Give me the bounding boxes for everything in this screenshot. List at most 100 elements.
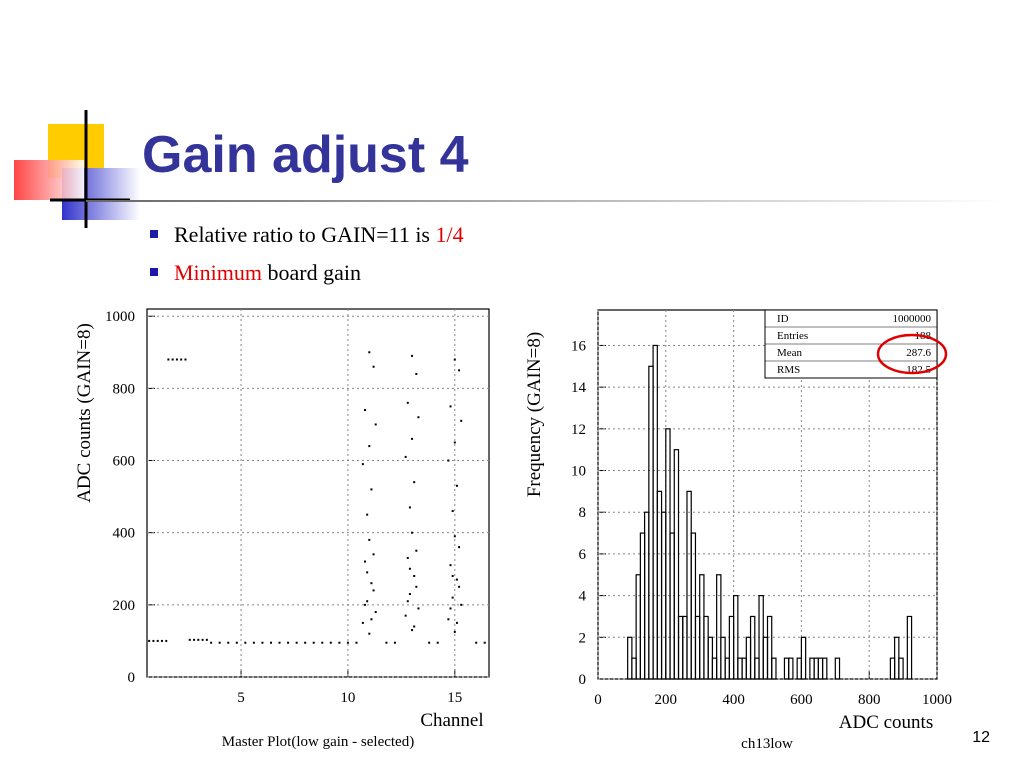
point <box>447 618 450 621</box>
slide-title: Gain adjust 4 <box>142 126 469 184</box>
bar <box>889 657 896 680</box>
x-tick-label: 1000 <box>922 692 952 708</box>
point <box>227 641 230 644</box>
point <box>364 603 367 606</box>
bar <box>741 657 747 680</box>
bar <box>766 615 773 680</box>
point <box>338 641 341 644</box>
point <box>197 638 200 641</box>
point <box>370 488 373 491</box>
stats-label: RMS <box>777 364 800 376</box>
bar <box>716 574 722 680</box>
point <box>370 582 373 585</box>
bar <box>656 490 663 680</box>
bullet-text: Minimum <box>174 260 262 285</box>
point <box>165 639 168 642</box>
y-tick-label: 6 <box>579 547 587 563</box>
bar <box>737 657 743 680</box>
plot-frame <box>146 308 490 678</box>
stats-label: Entries <box>777 330 808 342</box>
chart-caption: ch13low <box>741 736 793 752</box>
point <box>453 535 456 538</box>
bar <box>720 636 726 680</box>
point <box>408 567 411 570</box>
x-tick-label: 600 <box>790 692 813 708</box>
point <box>460 603 463 606</box>
bar <box>699 574 705 680</box>
y-tick-label: 400 <box>113 526 136 542</box>
point <box>451 510 454 513</box>
bar <box>821 657 828 680</box>
bar <box>771 657 777 680</box>
point <box>329 641 332 644</box>
bar <box>711 657 718 680</box>
point <box>368 445 371 448</box>
point <box>160 639 163 642</box>
point <box>366 513 369 516</box>
x-tick-label: 400 <box>722 692 745 708</box>
point <box>417 416 420 419</box>
point <box>269 641 272 644</box>
point <box>406 401 409 404</box>
stats-value: 287.6 <box>906 347 931 359</box>
point <box>372 365 375 368</box>
bullet: Relative ratio to GAIN=11 is 1/4 <box>174 222 464 247</box>
decoration <box>14 110 1006 228</box>
point <box>370 618 373 621</box>
y-tick-label: 10 <box>571 464 586 480</box>
stats-label: ID <box>777 313 789 325</box>
x-tick-label: 10 <box>340 690 355 706</box>
point <box>201 638 204 641</box>
point <box>413 481 416 484</box>
point <box>449 607 452 610</box>
point <box>372 589 375 592</box>
y-tick-label: 0 <box>579 672 587 688</box>
y-tick-label: 14 <box>571 380 587 396</box>
point <box>404 614 407 617</box>
point <box>368 538 371 541</box>
point <box>244 641 247 644</box>
x-tick-label: 15 <box>447 690 462 706</box>
bar <box>677 615 684 680</box>
y-tick-label: 200 <box>113 598 136 614</box>
point <box>312 641 315 644</box>
point <box>411 531 414 534</box>
y-axis-label: ADC counts (GAIN=8) <box>74 323 95 503</box>
point <box>408 593 411 596</box>
point <box>235 641 238 644</box>
bar <box>648 365 654 680</box>
point <box>210 641 213 644</box>
y-tick-label: 8 <box>579 505 587 521</box>
point <box>205 638 208 641</box>
point <box>278 641 281 644</box>
point <box>321 641 324 644</box>
bar <box>673 449 680 680</box>
bar <box>690 532 697 680</box>
bullet-text: board gain <box>262 260 361 285</box>
bar <box>800 636 807 680</box>
bullet-text: Relative ratio to GAIN=11 is <box>174 222 436 247</box>
point <box>415 549 418 552</box>
bar <box>813 657 819 680</box>
point <box>458 546 461 549</box>
y-tick-label: 12 <box>571 422 586 438</box>
point <box>385 641 388 644</box>
point <box>411 354 414 357</box>
y-tick-label: 0 <box>128 670 136 686</box>
point <box>406 556 409 559</box>
bar <box>783 657 790 680</box>
y-tick-label: 1000 <box>105 309 135 325</box>
point <box>447 459 450 462</box>
y-axis-label: Frequency (GAIN=8) <box>524 332 545 497</box>
bar <box>669 532 675 680</box>
bar <box>817 657 824 680</box>
bar <box>682 615 688 680</box>
bar <box>906 615 913 680</box>
point <box>366 600 369 603</box>
bullet-marker <box>150 268 158 276</box>
point <box>406 600 409 603</box>
bar <box>749 615 756 680</box>
point <box>413 574 416 577</box>
bar <box>745 636 752 680</box>
